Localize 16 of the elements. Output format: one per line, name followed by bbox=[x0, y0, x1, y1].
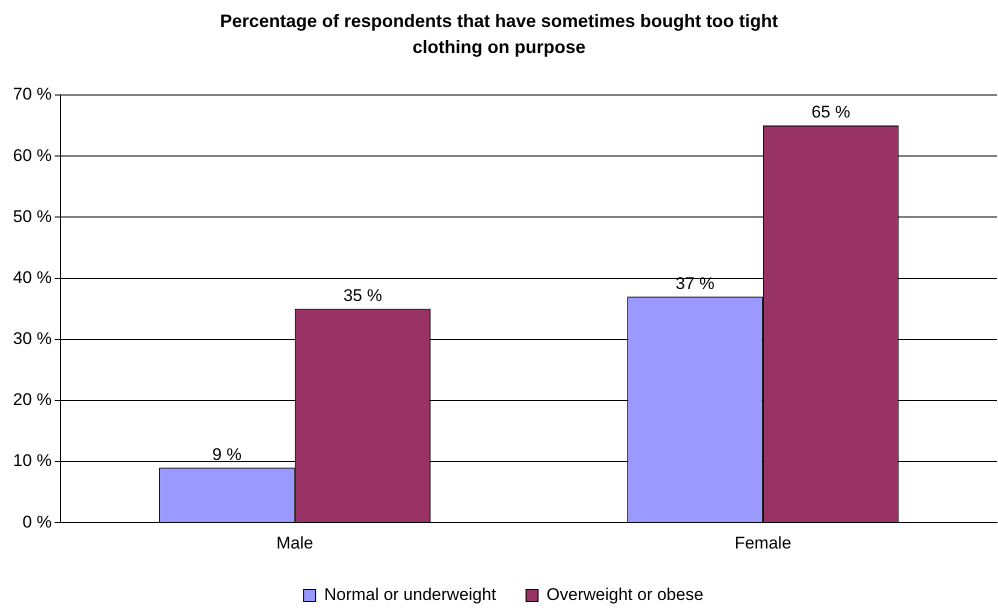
y-tick-label: 30 % bbox=[13, 329, 52, 348]
data-label: 65 % bbox=[811, 102, 850, 122]
data-label: 35 % bbox=[343, 286, 382, 305]
y-tick-label: 40 % bbox=[13, 268, 52, 287]
legend-label: Normal or underweight bbox=[324, 585, 496, 604]
y-tick-label: 60 % bbox=[13, 146, 52, 165]
chart-title: Percentage of respondents that have sometimes bought too tight clothing on purpose bbox=[219, 10, 779, 59]
y-tick-label: 20 % bbox=[13, 390, 52, 410]
x-tick-label: Female bbox=[734, 533, 792, 552]
legend-label: Overweight or obese bbox=[546, 585, 704, 604]
y-tick-label: 0 % bbox=[22, 512, 52, 532]
y-tick-label: 50 % bbox=[13, 206, 52, 226]
data-label: 9 % bbox=[212, 444, 242, 464]
x-tick-label: Male bbox=[276, 533, 314, 552]
y-tick-label: 70 % bbox=[13, 84, 52, 104]
y-tick-label: 10 % bbox=[13, 451, 52, 470]
